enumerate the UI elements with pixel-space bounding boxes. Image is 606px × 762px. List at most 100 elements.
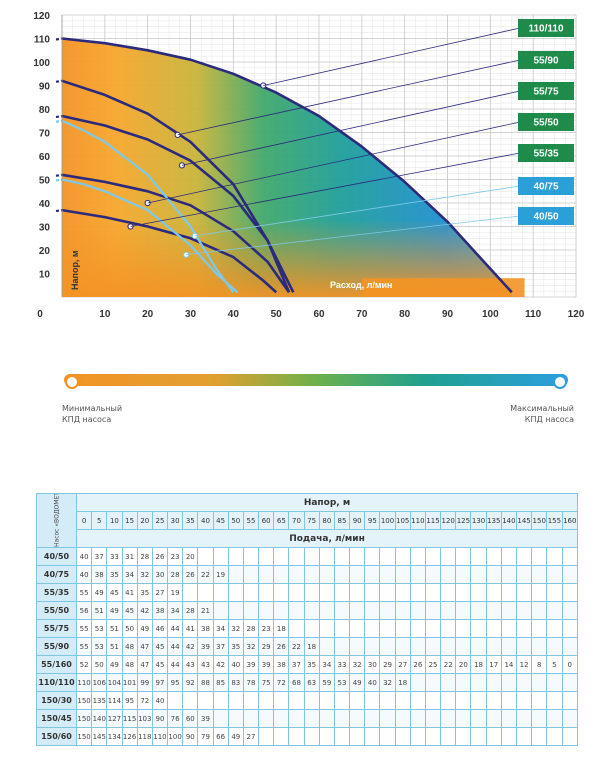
- flow-value-cell: [197, 547, 214, 566]
- series-label-box: [518, 113, 574, 131]
- head-value-cell: 70: [288, 511, 305, 530]
- flow-value-cell: [561, 547, 578, 566]
- flow-value-cell: [500, 547, 517, 566]
- flow-value-cell: [500, 583, 517, 602]
- flow-value-cell: [333, 709, 351, 728]
- curve-dash-start: [55, 114, 63, 119]
- curve-dash-start: [55, 173, 63, 177]
- flow-value-cell: 38: [273, 655, 290, 674]
- table-corner-label: Насос «ВОДОМЕТ»: [36, 493, 77, 548]
- table-row: 110/110 110 106 104 101 99 97 95 92 88 85 83 78 75 72 6…: [36, 673, 578, 692]
- flow-value-cell: [546, 565, 563, 584]
- flow-value-cell: 32: [136, 565, 153, 584]
- x-tick-label: 40: [228, 309, 240, 320]
- flow-value-cell: [440, 583, 457, 602]
- flow-value-cell: 150: [75, 691, 93, 710]
- flow-value-cell: [515, 637, 533, 656]
- flow-value-cell: [197, 583, 214, 602]
- pump-model-cell: 40/50: [36, 547, 77, 566]
- flow-value-cell: [409, 727, 426, 746]
- flow-value-cell: [531, 547, 548, 566]
- flow-value-cell: [349, 565, 366, 584]
- flow-value-cell: [273, 601, 290, 620]
- flow-value-cell: [440, 727, 457, 746]
- y-tick-label: 90: [39, 82, 51, 93]
- curve-40-50: [61, 178, 239, 294]
- flow-value-cell: [167, 691, 184, 710]
- flow-value-cell: [440, 673, 457, 692]
- flow-value-cell: 40: [75, 547, 93, 566]
- flow-value-cell: 78: [242, 673, 260, 692]
- flow-value-cell: [440, 637, 457, 656]
- flow-value-cell: [242, 583, 260, 602]
- y-tick-label: 70: [39, 129, 51, 140]
- flow-value-cell: [409, 673, 426, 692]
- efficiency-legend-bar: [64, 374, 568, 389]
- flow-value-cell: [349, 691, 366, 710]
- flow-value-cell: 42: [182, 637, 199, 656]
- head-value-cell: 5: [91, 511, 108, 530]
- flow-value-cell: 42: [212, 655, 229, 674]
- flow-value-cell: [303, 547, 320, 566]
- flow-value-cell: 85: [212, 673, 229, 692]
- flow-value-cell: 83: [227, 673, 244, 692]
- flow-value-cell: 59: [318, 673, 335, 692]
- flow-value-cell: [394, 691, 411, 710]
- head-value-cell: 65: [273, 511, 290, 530]
- flow-value-cell: 49: [227, 727, 244, 746]
- flow-value-cell: [394, 619, 411, 638]
- y-tick-label: 120: [33, 11, 50, 22]
- flow-value-cell: [394, 709, 411, 728]
- flow-value-cell: [212, 547, 229, 566]
- flow-value-cell: [258, 691, 275, 710]
- flow-value-cell: 49: [106, 601, 123, 620]
- flow-value-cell: 30: [151, 565, 169, 584]
- head-value-cell: 150: [531, 511, 548, 530]
- head-value-cell: 75: [303, 511, 320, 530]
- head-value-cell: 145: [515, 511, 533, 530]
- flow-value-cell: [379, 727, 396, 746]
- flow-value-cell: 53: [91, 619, 108, 638]
- table-row: 150/30 150 135 114 95 72 40: [36, 691, 578, 710]
- flow-value-cell: [470, 583, 487, 602]
- flow-value-cell: 145: [91, 727, 108, 746]
- flow-value-cell: 110: [75, 673, 93, 692]
- y-tick-label: 20: [39, 246, 51, 257]
- flow-value-cell: [561, 637, 578, 656]
- flow-value-cell: [424, 727, 442, 746]
- flow-value-cell: 32: [349, 655, 366, 674]
- series-label-box: [518, 177, 574, 195]
- flow-value-cell: [424, 547, 442, 566]
- flow-value-cell: 39: [242, 655, 260, 674]
- x-tick-label: 110: [525, 309, 542, 320]
- flow-value-cell: [273, 583, 290, 602]
- flow-value-cell: [227, 709, 244, 728]
- flow-value-cell: [227, 691, 244, 710]
- flow-value-cell: [349, 727, 366, 746]
- flow-value-cell: [440, 691, 457, 710]
- flow-value-cell: 45: [121, 601, 138, 620]
- flow-value-cell: [470, 673, 487, 692]
- flow-value-cell: [531, 601, 548, 620]
- flow-value-cell: [470, 637, 487, 656]
- flow-value-cell: 25: [424, 655, 442, 674]
- flow-value-cell: 63: [303, 673, 320, 692]
- flow-value-cell: [242, 691, 260, 710]
- flow-value-cell: [318, 547, 335, 566]
- flow-value-cell: 44: [167, 619, 184, 638]
- flow-title-row: Подача, л/мин: [37, 529, 578, 548]
- flow-value-cell: 55: [75, 619, 93, 638]
- flow-value-cell: [546, 673, 563, 692]
- x-tick-label: 10: [99, 309, 111, 320]
- y-tick-label: 60: [39, 152, 51, 163]
- series-label-box: [518, 144, 574, 162]
- flow-value-cell: 115: [121, 709, 138, 728]
- head-value-cell: 55: [242, 511, 260, 530]
- flow-value-cell: 19: [167, 583, 184, 602]
- flow-value-cell: [455, 547, 472, 566]
- flow-value-cell: 48: [121, 655, 138, 674]
- flow-value-cell: 19: [212, 565, 229, 584]
- curve-55-75: [61, 114, 295, 293]
- leader-line: [263, 27, 521, 86]
